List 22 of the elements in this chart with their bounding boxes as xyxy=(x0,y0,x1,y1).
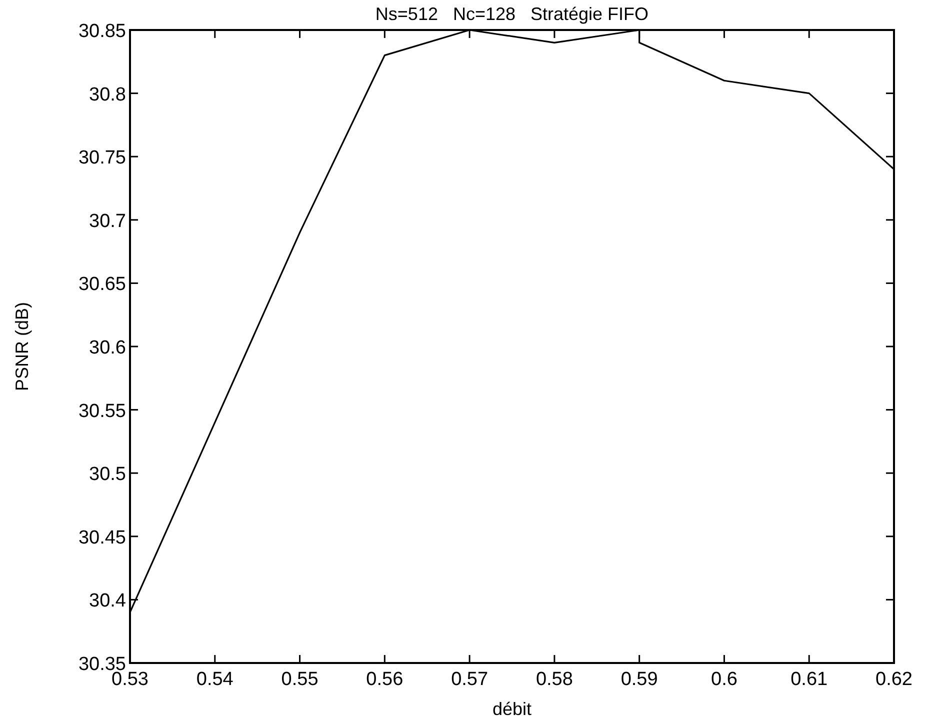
y-tick-label: 30.55 xyxy=(78,400,126,422)
y-tick-label: 30.8 xyxy=(89,84,126,106)
y-tick-label: 30.65 xyxy=(78,274,126,296)
x-tick-label: 0.54 xyxy=(196,669,234,690)
y-tick-label: 30.5 xyxy=(89,464,126,486)
y-tick-label: 30.6 xyxy=(89,338,126,358)
y-tick-label: 30.85 xyxy=(78,21,126,42)
x-tick-label: 0.6 xyxy=(711,669,738,690)
x-tick-label: 0.59 xyxy=(620,669,658,690)
x-tick-label: 0.62 xyxy=(876,669,912,690)
x-tick-label: 0.56 xyxy=(366,669,404,690)
y-tick-label: 30.7 xyxy=(89,210,126,232)
y-axis-title: PSNR (dB) xyxy=(12,302,32,392)
x-tick-label: 0.57 xyxy=(451,669,488,690)
x-axis-title: débit xyxy=(492,699,532,719)
x-tick-label: 0.55 xyxy=(281,669,318,690)
chart-title: Ns=512 Nc=128 Stratégie FIFO xyxy=(375,4,649,24)
y-tick-label: 30.45 xyxy=(78,527,126,548)
y-tick-label: 30.75 xyxy=(78,148,126,169)
x-tick-label: 0.58 xyxy=(536,669,573,690)
x-tick-label: 0.61 xyxy=(790,669,828,690)
y-tick-label: 30.4 xyxy=(89,590,126,612)
